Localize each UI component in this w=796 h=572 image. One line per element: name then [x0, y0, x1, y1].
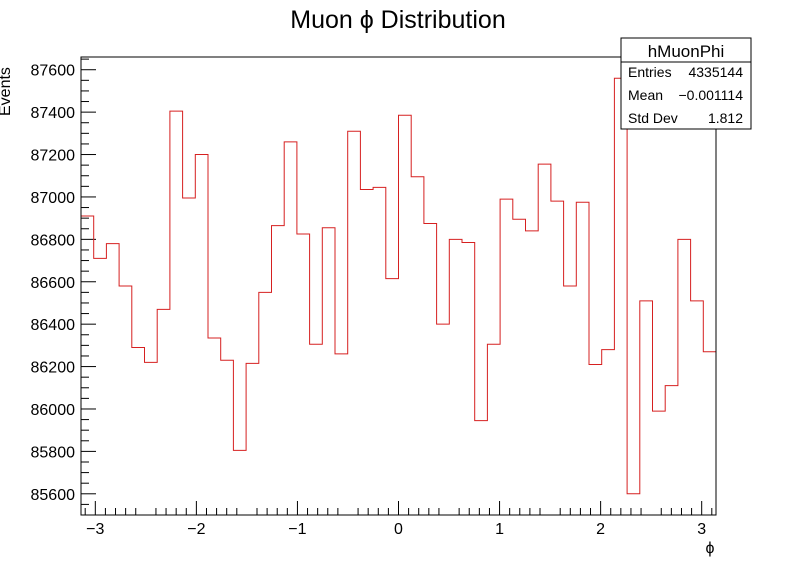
y-tick-label: 86200: [31, 360, 76, 377]
y-tick-label: 87000: [31, 190, 76, 207]
histogram-line: [81, 77, 716, 495]
axis-tick-labels: −3 −2 −1 0 1 2 3 85600 85800 86000 86200 86400 86600…: [31, 63, 707, 538]
y-tick-label: 85800: [31, 444, 76, 461]
y-tick-label: 87200: [31, 148, 76, 165]
plot-frame: [80, 56, 717, 516]
axis-ticks: [81, 58, 713, 515]
chart-title: Muon ϕ Distribution: [290, 6, 505, 34]
y-tick-label: 86400: [31, 317, 76, 334]
x-tick-label: −2: [187, 521, 205, 538]
stats-entries-value: 4335144: [688, 64, 743, 80]
stats-stddev-label: Std Dev: [628, 110, 678, 126]
y-tick-label: 86000: [31, 402, 76, 419]
x-tick-label: −1: [288, 521, 306, 538]
x-tick-label: 3: [697, 521, 706, 538]
y-tick-label: 86600: [31, 275, 76, 292]
stats-box-title: hMuonPhi: [648, 42, 725, 61]
stats-box: hMuonPhi Entries 4335144 Mean −0.001114 …: [620, 37, 752, 130]
y-tick-label: 87600: [31, 63, 76, 80]
x-tick-label: 2: [596, 521, 605, 538]
stats-mean-value: −0.001114: [679, 87, 744, 103]
x-tick-label: −3: [86, 521, 104, 538]
stats-stddev-value: 1.812: [708, 110, 743, 126]
x-axis-label: ϕ: [706, 540, 715, 557]
y-tick-label: 85600: [31, 487, 76, 504]
y-tick-label: 87400: [31, 105, 76, 122]
stats-box-frame: [620, 37, 752, 130]
x-tick-label: 1: [495, 521, 504, 538]
stats-entries-label: Entries: [628, 64, 672, 80]
x-tick-label: 0: [394, 521, 403, 538]
y-tick-label: 86800: [31, 232, 76, 249]
stats-mean-label: Mean: [628, 87, 663, 103]
y-axis-label: Events: [0, 67, 14, 116]
